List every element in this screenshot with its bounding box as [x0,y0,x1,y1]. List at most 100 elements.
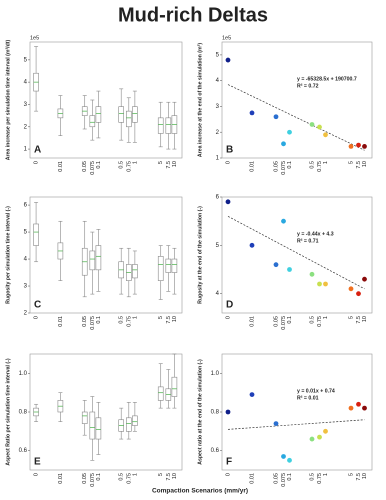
box [81,411,88,424]
box [89,411,96,440]
y-axis-label: Area increase at the end of the simulati… [197,43,203,157]
point [356,142,361,148]
figure-title: Mud-rich Deltas [118,4,268,26]
y-tick-label: 4 [216,78,220,84]
x-tick-label: 0.1 [287,316,293,324]
equation: y = -65328.5x + 190700.7 [297,76,357,82]
point [273,421,279,426]
plot-frame [29,41,183,159]
point [225,409,231,415]
point [249,110,255,116]
x-tick-label: 7.5 [356,316,362,324]
box [118,106,124,123]
point [309,436,315,442]
y-tick-label: 6 [24,203,28,209]
point [281,454,286,459]
x-tick-label: 0.1 [96,316,102,324]
x-tick-label: 10 [362,161,368,167]
panel-label: D [226,300,233,311]
box [95,106,102,123]
y-tick-label: 2 [24,124,28,130]
y-axis-label: Rugosity per simulation time interval (-… [5,206,11,304]
x-tick-label: 0 [34,316,40,319]
x-tick-label: 0.5 [309,316,315,324]
x-tick-label: 1 [323,316,329,319]
y-tick-label: 2 [216,130,220,136]
r-squared: R² = 0.72 [297,83,319,89]
offset-text: 1e5 [222,35,231,41]
box [157,256,164,281]
x-tick-label: 0.75 [126,473,132,484]
x-tick-label: 0.1 [96,161,102,169]
x-tick-label: 0 [225,161,231,164]
x-tick-label: 0.075 [90,473,96,487]
point [317,281,322,287]
x-tick-label: 1 [323,473,329,476]
x-tick-label: 0.01 [249,316,255,327]
point [362,276,367,282]
box [33,223,39,246]
x-tick-label: 0.5 [119,316,125,324]
x-tick-label: 0.75 [317,316,323,327]
x-tick-label: 1 [323,161,329,164]
y-tick-label: 1 [216,156,220,162]
x-tick-label: 10 [172,316,178,322]
point [362,144,367,149]
x-tick-label: 7.5 [166,161,172,169]
x-tick-label: 0 [34,161,40,164]
offset-text: 1e5 [30,35,39,41]
box [132,264,138,279]
y-tick-label: 1 [24,147,28,153]
y-tick-label: 4 [216,291,220,297]
box [132,106,138,123]
x-tick-label: 10 [172,473,178,479]
point [356,401,361,407]
panel-label: A [34,145,41,156]
x-tick-label: 0.5 [119,473,125,481]
x-tick-label: 0.01 [58,161,64,172]
x-tick-label: 0.075 [281,161,287,175]
y-tick-label: 5 [216,243,220,249]
x-tick-label: 0.1 [96,473,102,481]
plot-frame [221,196,373,314]
x-tick-label: 0.05 [273,316,279,327]
y-tick-label: 4 [24,257,28,263]
y-tick-label: 0.8 [211,410,220,416]
x-tick-label: 0.075 [281,473,287,487]
y-axis-label: Aspect ratio at the end of the simulatio… [197,359,203,465]
x-axis-label: Compaction Scenarios (mm/yr) [152,488,248,495]
x-tick-label: 0.1 [287,473,293,481]
x-tick-label: 5 [348,316,354,319]
point [348,405,354,411]
point [317,124,322,130]
y-axis-label: Aspect Ratio per simulation time interva… [5,358,11,466]
y-tick-label: 0.8 [19,410,28,416]
box [126,110,132,128]
point [249,392,255,397]
plot-frame [29,353,183,471]
x-tick-label: 5 [348,161,354,164]
point [287,267,292,272]
point [309,122,315,127]
y-tick-label: 4 [24,80,28,86]
trendline [227,419,365,430]
x-tick-label: 10 [172,161,178,167]
x-tick-label: 7.5 [166,473,172,481]
box [126,417,132,432]
x-tick-label: 5 [348,473,354,476]
x-tick-label: 0.075 [281,316,287,330]
r-squared: R² = 0.71 [297,238,319,244]
point [323,281,328,287]
plot-frame [221,41,373,159]
x-tick-label: 5 [158,473,164,476]
x-tick-label: 0.75 [126,316,132,327]
box [89,250,96,271]
x-tick-label: 0.01 [249,473,255,484]
y-tick-label: 3 [24,284,28,290]
point [348,144,354,149]
x-tick-label: 0.05 [273,161,279,172]
x-tick-label: 0.05 [82,161,88,172]
x-tick-label: 0.75 [126,161,132,172]
equation: y = 0.01x + 0.74 [297,388,335,394]
